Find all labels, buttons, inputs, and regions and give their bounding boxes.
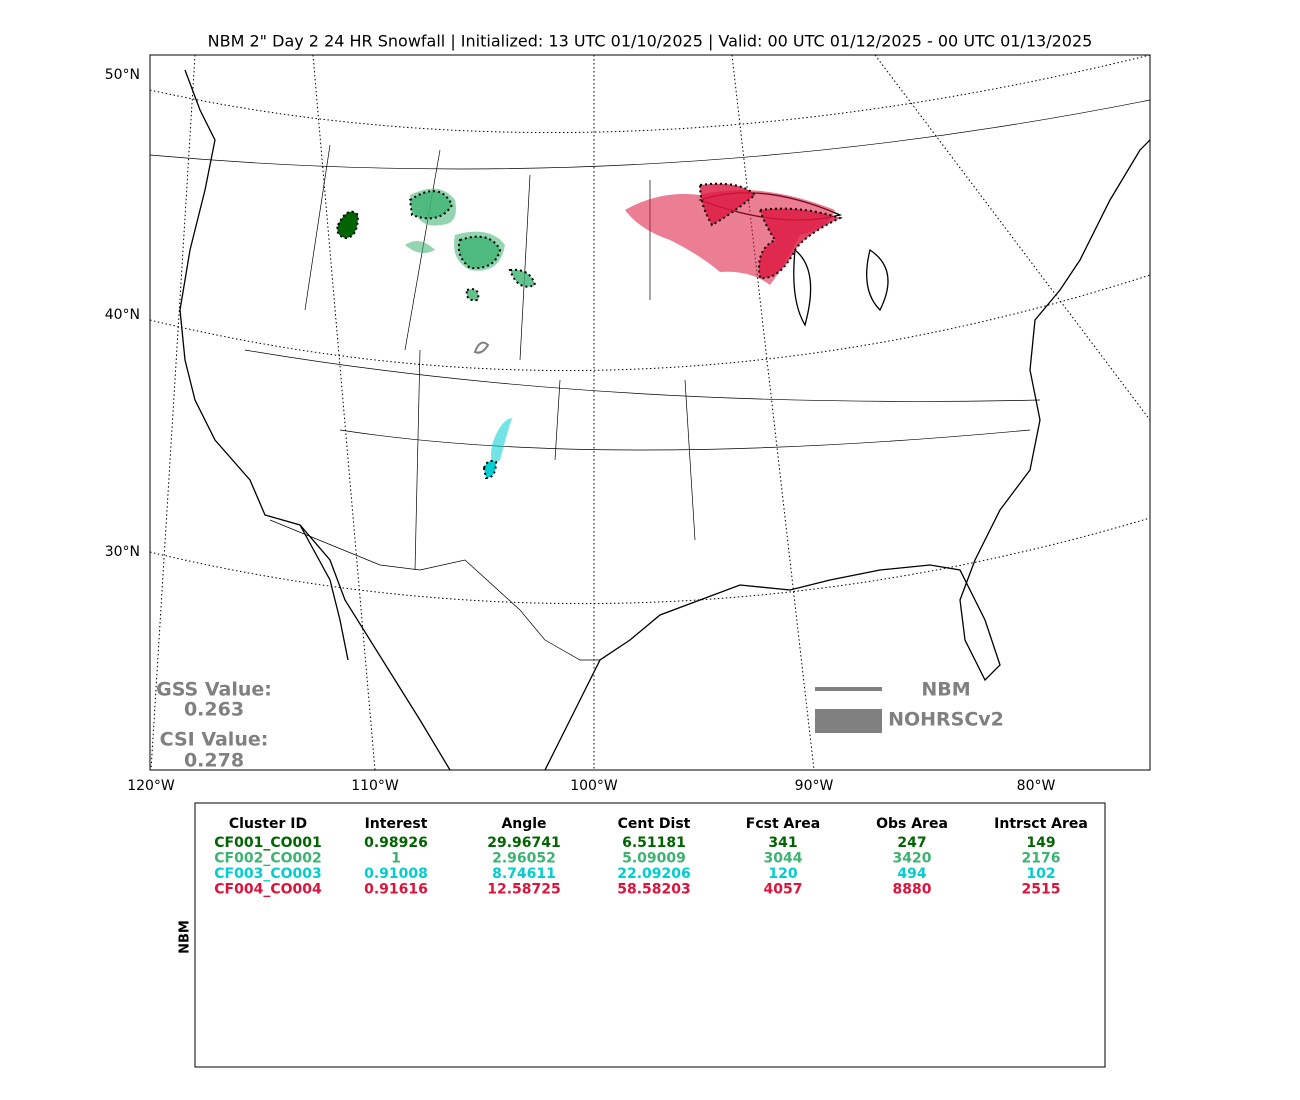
lon-label: 100°W — [570, 778, 618, 794]
lat-label: 30°N — [105, 544, 140, 560]
lon-label: 90°W — [795, 778, 834, 794]
lon-label: 120°W — [127, 778, 175, 794]
table-header: Cent Dist — [618, 816, 691, 832]
table-header: Obs Area — [876, 816, 948, 832]
csi-label: CSI Value: — [160, 729, 269, 751]
table-header: Intrsct Area — [994, 816, 1088, 832]
table-cell: 102 — [1026, 866, 1055, 882]
fcst-cluster — [408, 190, 537, 302]
fcst-cluster — [473, 341, 490, 354]
table-cell: 22.09206 — [617, 866, 691, 882]
table-header: Cluster ID — [229, 816, 307, 832]
table-cell: 149 — [1026, 835, 1055, 851]
meridian — [874, 55, 1150, 421]
meridian — [150, 55, 196, 770]
fcst-cluster — [482, 459, 498, 480]
table-cell: 247 — [897, 835, 926, 851]
table-cell: CF004_CO004 — [214, 882, 322, 898]
table-frame — [194, 802, 1106, 1068]
table-cell: 341 — [768, 835, 797, 851]
table-cell: 58.58203 — [617, 882, 691, 898]
legend-label: NBM — [921, 679, 970, 701]
table-header: Fcst Area — [746, 816, 820, 832]
legend-label: NOHRSCv2 — [888, 709, 1004, 731]
table-cell: CF001_CO001 — [214, 835, 321, 851]
legend-patch — [815, 709, 882, 733]
table-cell: 8.74611 — [492, 866, 556, 882]
lon-label: 80°W — [1017, 778, 1056, 794]
table-cell: 29.96741 — [487, 835, 561, 851]
map — [150, 55, 1150, 770]
table-header: Angle — [501, 816, 546, 832]
table-cell: 5.09009 — [622, 851, 686, 867]
table-cell: 6.51181 — [622, 835, 686, 851]
coastline — [299, 524, 349, 661]
lat-label: 40°N — [105, 307, 140, 323]
csi-value: 0.278 — [184, 750, 244, 772]
title: NBM 2" Day 2 24 HR Snowfall | Initialize… — [208, 32, 1093, 51]
table-cell: 120 — [768, 866, 797, 882]
table-cell: 2.96052 — [492, 851, 556, 867]
table-cell: 12.58725 — [487, 882, 561, 898]
coastline — [179, 69, 451, 770]
table-cell: 2515 — [1022, 882, 1061, 898]
table: Cluster ID Interest Angle Cent Dist Fcst Are… — [214, 816, 1088, 898]
table-cell: CF003_CO003 — [214, 866, 321, 882]
table-cell: 3044 — [764, 851, 803, 867]
obs-cluster — [491, 418, 512, 463]
coastline — [544, 139, 1150, 770]
map-frame — [149, 54, 1151, 771]
table-cell: 0.91008 — [364, 866, 428, 882]
table-side-label: NBM — [178, 920, 193, 954]
border — [269, 519, 600, 661]
table-cell: 0.91616 — [364, 882, 428, 898]
table-cell: 3420 — [893, 851, 932, 867]
table-cell: 8880 — [893, 882, 932, 898]
border — [150, 99, 1150, 170]
table-cell: 2176 — [1022, 851, 1061, 867]
table-header: Interest — [365, 816, 428, 832]
gss-value: 0.263 — [184, 699, 244, 721]
lon-label: 110°W — [351, 778, 399, 794]
table-cell: 0.98926 — [364, 835, 428, 851]
table-cell: 1 — [391, 851, 401, 867]
fcst-cluster — [336, 210, 360, 240]
fcst-cluster — [698, 182, 843, 280]
table-cell: CF002_CO002 — [214, 851, 321, 867]
gss-label: GSS Value: — [156, 679, 272, 701]
table-cell: 494 — [897, 866, 926, 882]
table-cell: 4057 — [764, 882, 803, 898]
lat-label: 50°N — [105, 67, 140, 83]
